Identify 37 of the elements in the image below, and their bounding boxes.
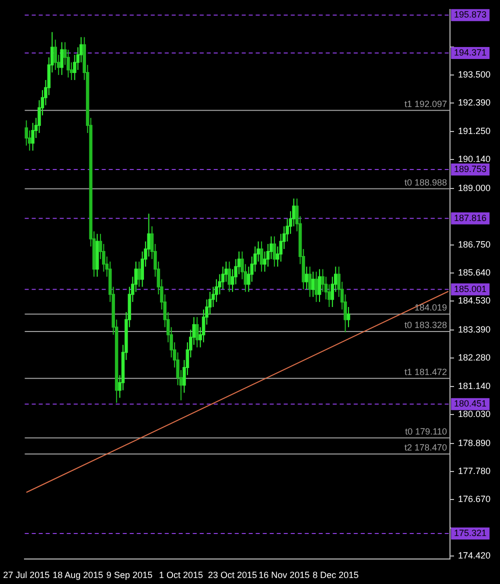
y-tick-label: 182.280 <box>458 352 491 362</box>
y-tick-label: 183.390 <box>458 324 491 334</box>
y-tick-label: 185.640 <box>458 268 491 278</box>
ref-line-label: 184.019 <box>414 302 447 313</box>
ref-line-label: 187.816 <box>454 212 487 223</box>
ref-line-label: 195.873 <box>454 10 487 20</box>
ref-line-label: 194.371 <box>454 47 487 58</box>
y-tick-label: 193.500 <box>458 69 491 80</box>
x-tick-label: 8 Dec 2015 <box>312 570 359 580</box>
y-tick-label: 178.890 <box>458 438 491 448</box>
y-tick-label: 177.780 <box>458 466 491 476</box>
y-tick-label: 186.750 <box>458 240 491 250</box>
x-tick-label: 1 Oct 2015 <box>158 570 204 580</box>
ref-line-label: t1 192.097 <box>404 98 447 109</box>
ref-line-label: 189.753 <box>454 164 487 174</box>
ref-line-label: 180.451 <box>454 398 487 409</box>
ref-line-label: t0 188.988 <box>404 177 447 188</box>
ref-line-label: 175.321 <box>454 528 487 538</box>
y-tick-label: 176.670 <box>458 494 491 504</box>
x-tick-label: 9 Sep 2015 <box>106 570 152 580</box>
ref-line-label: t0 183.328 <box>404 320 447 330</box>
ref-line-label: t2 178.470 <box>404 442 447 453</box>
x-tick-label: 23 Oct 2015 <box>208 570 258 580</box>
x-tick-label: 16 Nov 2015 <box>258 570 310 580</box>
ref-line-label: 185.001 <box>454 284 487 294</box>
ref-line-label: t0 179.110 <box>405 426 447 436</box>
y-tick-label: 192.390 <box>458 97 491 108</box>
y-tick-label: 181.140 <box>458 381 491 392</box>
y-tick-label: 174.420 <box>458 550 491 561</box>
ref-line-label: t1 181.472 <box>404 366 447 377</box>
x-tick-label: 27 Jul 2015 <box>3 570 50 580</box>
y-tick-label: 190.140 <box>458 154 491 164</box>
x-tick-label: 18 Aug 2015 <box>52 570 104 580</box>
y-tick-label: 184.530 <box>458 296 491 306</box>
y-tick-label: 191.250 <box>458 126 491 136</box>
y-tick-label: 180.030 <box>458 409 491 420</box>
y-tick-label: 189.000 <box>458 182 491 193</box>
